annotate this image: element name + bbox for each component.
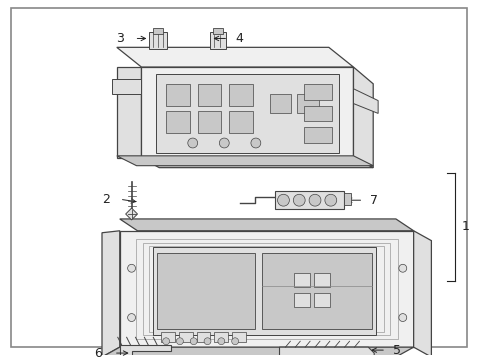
Polygon shape xyxy=(270,94,292,113)
Polygon shape xyxy=(304,105,332,121)
Circle shape xyxy=(176,338,183,345)
Polygon shape xyxy=(343,193,350,205)
Polygon shape xyxy=(197,84,221,105)
Polygon shape xyxy=(156,74,339,153)
Polygon shape xyxy=(153,247,376,335)
Polygon shape xyxy=(314,273,330,287)
Polygon shape xyxy=(215,332,228,342)
Polygon shape xyxy=(297,94,319,113)
Circle shape xyxy=(127,264,136,272)
Polygon shape xyxy=(125,208,138,220)
Polygon shape xyxy=(214,28,223,33)
Polygon shape xyxy=(229,112,253,133)
Polygon shape xyxy=(142,158,373,168)
Polygon shape xyxy=(102,231,120,357)
Circle shape xyxy=(251,138,261,148)
Circle shape xyxy=(190,338,197,345)
Polygon shape xyxy=(294,293,310,307)
Polygon shape xyxy=(117,67,142,158)
Circle shape xyxy=(204,338,211,345)
Polygon shape xyxy=(117,47,353,67)
Circle shape xyxy=(294,194,305,206)
Polygon shape xyxy=(274,191,343,209)
Polygon shape xyxy=(294,273,310,287)
Polygon shape xyxy=(196,332,211,342)
Circle shape xyxy=(220,138,229,148)
Text: 5: 5 xyxy=(393,343,401,357)
Polygon shape xyxy=(197,112,221,133)
Polygon shape xyxy=(120,345,171,360)
Polygon shape xyxy=(353,67,373,168)
Text: 7: 7 xyxy=(370,194,378,207)
Polygon shape xyxy=(166,112,190,133)
Polygon shape xyxy=(142,67,353,158)
Polygon shape xyxy=(262,253,372,329)
Circle shape xyxy=(232,338,239,345)
Polygon shape xyxy=(120,231,414,347)
Text: 4: 4 xyxy=(235,32,243,45)
Polygon shape xyxy=(157,253,255,329)
Polygon shape xyxy=(120,219,414,231)
Circle shape xyxy=(163,338,170,345)
Circle shape xyxy=(188,138,197,148)
Polygon shape xyxy=(279,347,374,360)
Circle shape xyxy=(127,314,136,321)
Polygon shape xyxy=(102,347,414,357)
Polygon shape xyxy=(211,32,226,49)
Polygon shape xyxy=(304,84,332,100)
Polygon shape xyxy=(166,84,190,105)
Circle shape xyxy=(399,314,407,321)
Circle shape xyxy=(399,264,407,272)
Polygon shape xyxy=(153,28,163,33)
Polygon shape xyxy=(161,332,175,342)
Polygon shape xyxy=(117,156,373,166)
Circle shape xyxy=(309,194,321,206)
Polygon shape xyxy=(149,32,167,49)
Polygon shape xyxy=(229,84,253,105)
Polygon shape xyxy=(232,332,246,342)
Text: 2: 2 xyxy=(102,193,110,206)
Polygon shape xyxy=(112,79,142,94)
Text: 3: 3 xyxy=(116,32,123,45)
Text: 1: 1 xyxy=(462,220,470,233)
Polygon shape xyxy=(314,293,330,307)
Polygon shape xyxy=(414,231,431,357)
Circle shape xyxy=(218,338,225,345)
Polygon shape xyxy=(304,127,332,143)
Polygon shape xyxy=(179,332,193,342)
Text: 6: 6 xyxy=(94,347,102,360)
Polygon shape xyxy=(353,89,378,113)
Circle shape xyxy=(277,194,290,206)
Circle shape xyxy=(325,194,337,206)
